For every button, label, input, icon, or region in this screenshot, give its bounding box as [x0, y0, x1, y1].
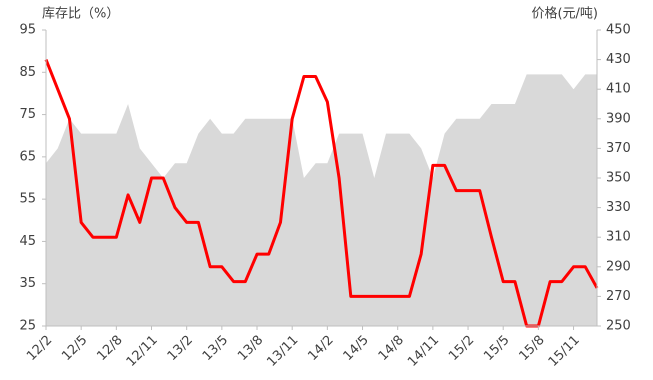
x-tick-label: 13/8	[235, 333, 266, 364]
y2-tick-label: 310	[606, 230, 631, 245]
y2-tick-label: 430	[606, 52, 631, 67]
x-tick-label: 12/11	[124, 333, 161, 370]
price-area	[46, 74, 597, 327]
y-tick-label: 55	[19, 192, 36, 207]
y2-tick-label: 370	[606, 141, 631, 156]
y2-tick-label: 250	[606, 319, 631, 334]
y2-tick-label: 450	[606, 23, 631, 38]
y-tick-label: 75	[19, 107, 36, 122]
x-tick-label: 13/11	[264, 333, 301, 370]
x-tick-label: 15/11	[546, 333, 583, 370]
x-tick-label: 12/8	[94, 333, 125, 364]
y-tick-label: 45	[19, 234, 36, 249]
y2-tick-label: 410	[606, 82, 631, 97]
x-tick-label: 15/2	[446, 333, 477, 364]
y2-tick-label: 350	[606, 171, 631, 186]
x-tick-label: 13/2	[165, 333, 196, 364]
x-tick-label: 15/5	[481, 333, 512, 364]
y-tick-label: 35	[19, 276, 36, 291]
y2-axis-title: 价格(元/吨)	[531, 6, 598, 22]
x-tick-label: 12/2	[24, 333, 55, 364]
y-tick-label: 65	[19, 149, 36, 164]
y2-tick-label: 330	[606, 200, 631, 215]
x-tick-label: 14/2	[305, 333, 336, 364]
x-tick-label: 13/5	[200, 333, 231, 364]
y2-tick-label: 270	[606, 289, 631, 304]
y-tick-label: 25	[19, 319, 36, 334]
x-tick-label: 14/8	[376, 333, 407, 364]
inventory-line	[44, 59, 599, 328]
x-tick-label: 12/5	[59, 333, 90, 364]
y-tick-label: 95	[19, 23, 36, 38]
x-tick-label: 15/8	[516, 333, 547, 364]
y2-tick-label: 290	[606, 259, 631, 274]
y2-tick-label: 390	[606, 111, 631, 126]
y-axis-title: 库存比（%）	[42, 6, 119, 22]
x-tick-label: 14/11	[405, 333, 442, 370]
y-tick-label: 85	[19, 65, 36, 80]
x-tick-label: 14/5	[341, 333, 372, 364]
